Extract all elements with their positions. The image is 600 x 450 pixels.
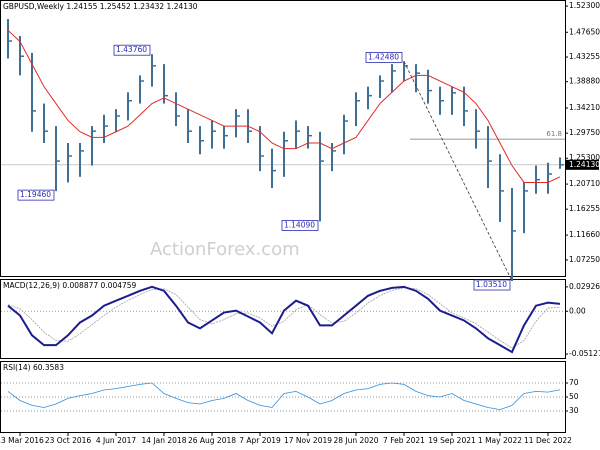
annotation-box: [281, 219, 319, 231]
indicator-line: [7, 287, 561, 349]
annotation-box: [473, 279, 511, 291]
annotation-label: 1.14090: [284, 220, 315, 229]
price-panel: [0, 0, 566, 277]
annotation-label: 1.43760: [116, 45, 147, 54]
y-tick-label: 1.25300: [569, 153, 600, 162]
fib-label: 61.8: [546, 130, 562, 138]
x-tick-label: 1 May 2022: [478, 436, 522, 445]
y-tick-label: 1.52300: [569, 1, 600, 10]
y-tick-label: 1.20710: [569, 179, 600, 188]
y-tick-label: 30: [569, 406, 579, 415]
x-tick-label: 14 Jan 2018: [142, 436, 187, 445]
annotation-box: [365, 52, 403, 63]
macd-panel: [0, 279, 566, 359]
x-tick-label: 23 Oct 2016: [45, 436, 92, 445]
x-tick-label: 4 Jun 2017: [96, 436, 137, 445]
y-tick-label: 1.16255: [569, 204, 600, 213]
y-tick-label: 1.11660: [569, 230, 600, 239]
annotation-box: [113, 44, 151, 56]
y-tick-label: 0.029261: [569, 282, 600, 291]
last-price-box: [566, 159, 599, 170]
trend-line: [403, 61, 513, 282]
annotation-label: 1.03510: [476, 280, 507, 289]
y-tick-label: 70: [569, 378, 579, 387]
y-tick-label: 1.07250: [569, 255, 600, 264]
x-tick-label: 13 Mar 2016: [0, 436, 44, 445]
y-tick-label: 1.38880: [569, 77, 600, 86]
annotation-label: 1.42480: [368, 52, 399, 61]
rsi-title: RSI(14) 60.3583: [3, 363, 64, 372]
x-tick-label: 7 Feb 2021: [383, 436, 425, 445]
x-tick-label: 28 Jun 2020: [333, 436, 378, 445]
price-title: GBPUSD,Weekly 1.24155 1.25452 1.23432 1.…: [3, 2, 198, 11]
moving-average: [7, 29, 561, 183]
x-tick-label: 26 Aug 2018: [188, 436, 236, 445]
y-tick-label: 1.34210: [569, 103, 600, 112]
y-tick-label: 1.43255: [569, 52, 600, 61]
annotation-box: [17, 189, 55, 201]
y-tick-label: 0.00: [569, 306, 586, 315]
y-tick-label: 1.47650: [569, 27, 600, 36]
indicator-line: [7, 382, 561, 411]
y-tick-label: 50: [569, 392, 579, 401]
last-price-label: 1.24130: [569, 160, 600, 169]
x-tick-label: 19 Sep 2021: [428, 436, 476, 445]
indicator-line: [7, 285, 561, 354]
watermark: ActionForex.com: [150, 239, 300, 260]
x-tick-label: 11 Dec 2022: [524, 436, 572, 445]
x-tick-label: 7 Apr 2019: [239, 436, 281, 445]
y-tick-label: 1.29750: [569, 128, 600, 137]
x-tick-label: 17 Nov 2019: [284, 436, 332, 445]
annotation-label: 1.19460: [20, 190, 51, 199]
macd-title: MACD(12,26,9) 0.008877 0.004759: [3, 281, 137, 290]
y-tick-label: -0.051279: [569, 349, 600, 358]
